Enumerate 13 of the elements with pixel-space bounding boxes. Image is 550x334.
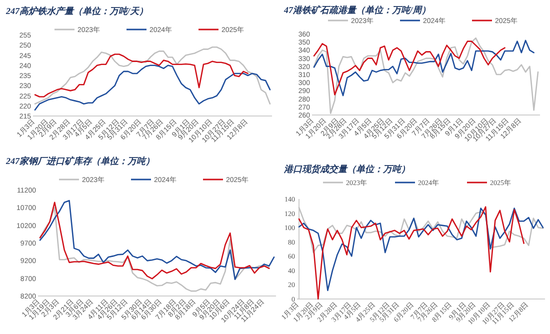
line-series — [34, 54, 248, 98]
line-series — [313, 40, 534, 96]
line-series — [313, 37, 539, 114]
chart-title: 247家钢厂进口矿库存（单位：万吨） — [5, 156, 154, 166]
chart-title: 港口现货成交量（单位：万吨） — [283, 164, 410, 174]
line-series — [34, 46, 271, 104]
chart-title: 47港铁矿石疏港量（单位：万吨/周） — [283, 5, 431, 15]
line-series — [39, 207, 270, 292]
line-series — [34, 64, 271, 111]
chart-title: 247高炉铁水产量（单位：万吨/天） — [5, 6, 148, 16]
line-series — [298, 206, 525, 300]
line-series — [313, 40, 506, 96]
line-series — [298, 208, 544, 292]
